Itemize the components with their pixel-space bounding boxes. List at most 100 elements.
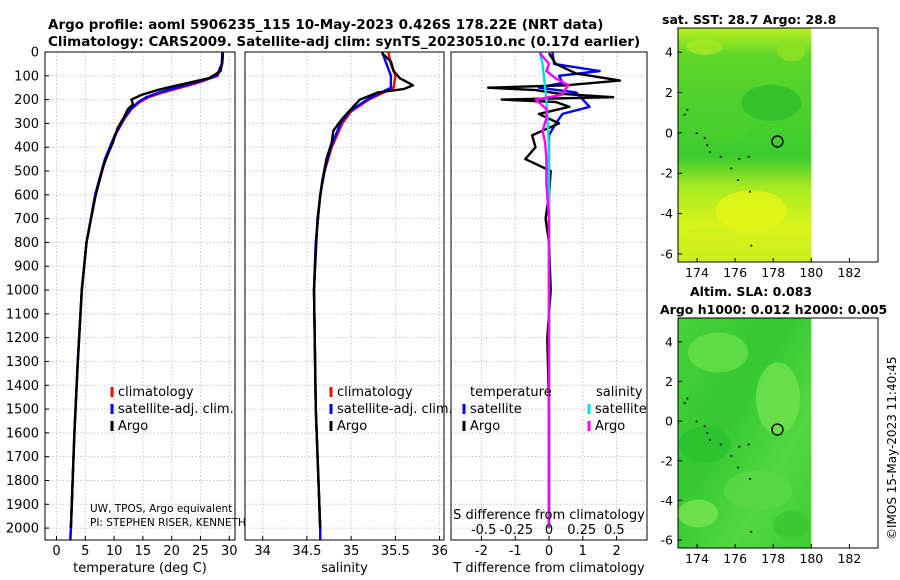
map-field-patch [683,226,740,251]
series-line-climatology [69,52,225,540]
header-line-2: Climatology: CARS2009. Satellite-adj cli… [48,34,640,50]
map-field-patch [688,332,748,373]
lon-tick-label: 176 [723,265,747,280]
lon-tick-label: 182 [837,551,861,566]
island-marker [749,190,751,193]
island-marker [709,151,711,154]
island-marker [695,132,698,135]
x-axis-label: salinity [321,561,368,576]
map-field-patch [773,511,810,539]
y-tick-label: 1800 [6,474,39,489]
island-marker [686,108,689,111]
island-marker [706,144,709,146]
difference-legend: temperature salinity satellite Argo sate… [462,385,647,434]
argo-float-marker [771,135,784,148]
legend-temp-argo-label: Argo [470,419,500,434]
lat-tick-label: 2 [665,85,673,100]
argo-float-marker [771,423,784,436]
map-field-patch [715,190,788,231]
lon-tick-label: 174 [685,265,709,280]
map-field-patch [777,41,806,62]
lon-tick-label: 180 [799,551,823,566]
lat-tick-label: 2 [665,374,673,389]
y-tick-label: 200 [14,93,39,108]
y-tick-label: 1600 [6,426,39,441]
map-field-patch [700,112,749,141]
y-tick-label: 500 [14,165,39,180]
legend-satellite-label: satellite-adj. clim. [337,402,453,417]
y-tick-label: 100 [14,69,39,84]
island-marker [737,466,739,469]
x-tick-label: -2 [475,544,488,559]
lat-tick-label: -2 [661,453,673,468]
lon-tick-label: 182 [837,265,861,280]
legend-climatology-label: climatology [118,385,194,400]
island-marker [683,402,686,405]
island-marker [703,425,706,428]
series-line-argo [69,53,225,529]
legend-argo-label: Argo [118,419,148,434]
island-marker [738,445,741,448]
lat-tick-label: 4 [665,334,673,349]
y-tick-label: 0 [31,46,39,61]
legend-salinity-title: salinity [596,385,643,400]
series-line-satellite-adj-clim- [69,52,224,540]
sst-map-title: sat. SST: 28.7 Argo: 28.8 [662,12,836,27]
island-marker [750,244,753,247]
platform-annotation: UW, TPOS, Argo equivalent [90,503,232,515]
x-tick-label: 34 [254,544,271,559]
x-tick-label: 10 [106,544,123,559]
x-axis-label: temperature (deg C) [73,561,207,576]
y-tick-label: 1500 [6,403,39,418]
island-marker [747,155,750,158]
lon-tick-label: 178 [761,551,785,566]
pi-annotation: PI: STEPHEN RISER, KENNETH [90,517,246,529]
y-tick-label: 1300 [6,355,39,370]
axes-frame [244,51,445,541]
sst-map-panel: 174 176 178 180 182 4 2 0 -2 -4 -6 [661,27,879,280]
salinity-profile-panel: 34 34.5 35 35.5 36 salinity [244,51,448,576]
island-marker [747,443,750,446]
y-tick-label: 300 [14,117,39,132]
x-tick-label: 2 [612,544,620,559]
lon-tick-label: 174 [685,551,709,566]
top-axis-label: S difference from climatology [453,508,645,523]
y-tick-label: 1100 [6,307,39,322]
x-tick-label: 20 [163,544,180,559]
top-tick-label: 0 [545,523,553,538]
lat-tick-label: -6 [661,246,674,261]
axes-frame [44,51,236,541]
top-tick-label: 0.5 [604,523,625,538]
series-line-argo [312,52,415,529]
y-tick-label: 400 [14,141,39,156]
top-tick-label: 0.25 [567,523,596,538]
map-frame [677,27,879,263]
x-tick-label: -1 [509,544,522,559]
island-marker [730,455,733,457]
y-tick-label: 1000 [6,284,39,299]
map-field-patch [756,362,800,435]
series-line-salinity-argo [534,52,570,529]
island-marker [686,397,689,400]
legend-temperature-title: temperature [470,385,552,400]
x-tick-label: 36 [431,544,448,559]
island-marker [730,167,733,170]
y-tick-label: 900 [14,260,39,275]
y-tick-label: 700 [14,212,39,227]
lon-tick-label: 176 [723,551,747,566]
x-tick-label: 34.5 [292,544,321,559]
island-marker [738,158,741,161]
y-tick-label: 1200 [6,331,39,346]
legend-temp-satellite-label: satellite [470,402,522,417]
lat-tick-label: -4 [661,206,674,221]
map-field-patch [678,499,718,528]
legend-argo-label: Argo [337,419,367,434]
island-marker [706,432,709,434]
sla-map-title-line-1: Altim. SLA: 0.083 [690,284,812,299]
map-field-patch [678,426,731,463]
y-tick-label: 1400 [6,379,39,394]
series-line-climatology [312,52,397,540]
lat-tick-label: 0 [665,414,673,429]
map-field-patch [741,84,802,121]
island-marker [683,113,686,116]
